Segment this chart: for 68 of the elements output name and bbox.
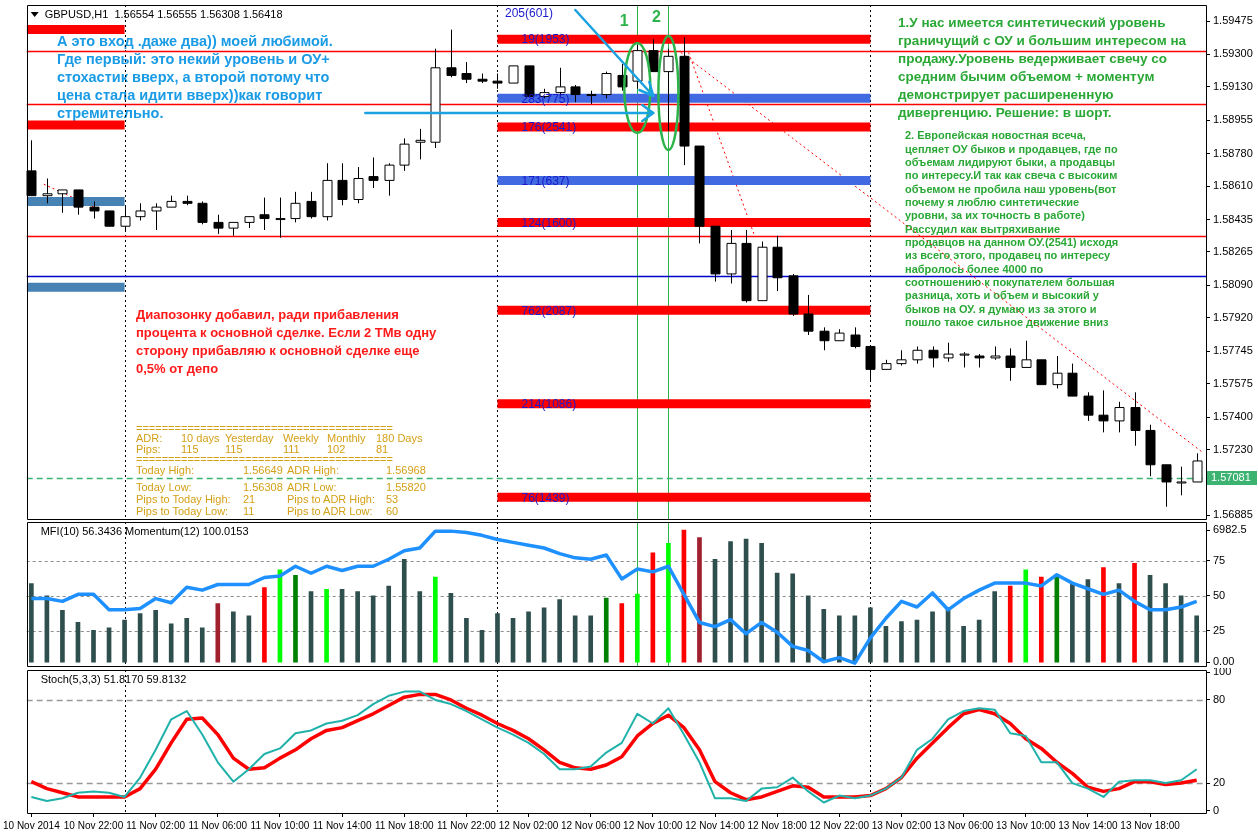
y-tick-label: 1.56885 xyxy=(1213,508,1253,521)
chart-title: GBPUSD,H1 1.56554 1.56555 1.56308 1.56418 xyxy=(44,8,283,21)
y-tick-label: 1.59300 xyxy=(1213,47,1253,60)
x-tick-label: 12 Nov 22:00 xyxy=(809,819,870,831)
x-tick-label: 12 Nov 02:00 xyxy=(498,819,559,831)
x-tick-label: 13 Nov 06:00 xyxy=(933,819,994,831)
y-tick-label: 1.57575 xyxy=(1213,376,1253,389)
x-tick-label: 11 Nov 14:00 xyxy=(312,819,372,831)
y-tick-label: 1.59475 xyxy=(1213,14,1253,27)
annotation: ======================================== xyxy=(136,422,393,434)
y-tick-label: 80 xyxy=(1213,692,1226,705)
y-tick-label: 1.57920 xyxy=(1213,310,1253,323)
y-tick-label: 1.57400 xyxy=(1213,410,1253,423)
text: Pips: 115 115 111 102 81 xyxy=(136,443,389,455)
text: Today High: 1.56649 ADR High: 1.56968 xyxy=(136,464,426,476)
y-tick-label: 1.57230 xyxy=(1213,442,1253,455)
series-label: 283(775) xyxy=(521,91,570,106)
y-tick-label: 20 xyxy=(1213,776,1226,789)
series-label: 124(1600) xyxy=(521,215,577,230)
x-tick-label: 12 Nov 14:00 xyxy=(685,819,746,831)
y-tick-label: 25 xyxy=(1213,623,1226,636)
annotation: 1 xyxy=(619,12,629,30)
series-label: 762(2087) xyxy=(521,303,577,318)
y2-tick-label: 6982.5 xyxy=(1213,522,1247,535)
series-label: 214(1086) xyxy=(521,397,577,412)
x-tick-label: 10 Nov 2014 xyxy=(3,819,61,831)
x-tick-label: 12 Nov 18:00 xyxy=(747,819,808,831)
x-tick-label: 11 Nov 02:00 xyxy=(126,819,186,831)
x-tick-label: 11 Nov 18:00 xyxy=(374,819,435,831)
y-tick-label: 1.57745 xyxy=(1213,344,1253,357)
ref-line-label: 1.57081 xyxy=(1211,471,1251,483)
y-tick-label: 1.58955 xyxy=(1213,113,1253,126)
annotation: 2 xyxy=(651,8,661,26)
chart-title: MFI(10) 56.3436 Momentum(12) 100.0153 xyxy=(40,525,249,538)
x-tick-label: 13 Nov 18:00 xyxy=(1120,819,1181,831)
x-tick-label: 13 Nov 10:00 xyxy=(996,819,1056,831)
y-tick-label: 75 xyxy=(1213,553,1226,566)
text: Pips to Today High: 21 Pips to ADR High: 53 xyxy=(136,493,399,505)
x-tick-label: 10 Nov 22:00 xyxy=(63,819,124,831)
x-tick-label: 11 Nov 22:00 xyxy=(437,819,497,831)
y2-tick-label: 0.00 xyxy=(1213,655,1235,668)
y-tick-label: 100 xyxy=(1213,665,1232,678)
x-tick-label: 11 Nov 10:00 xyxy=(250,819,310,831)
annotation: 205(601) xyxy=(505,6,554,20)
x-tick-label: 12 Nov 10:00 xyxy=(623,819,684,831)
x-tick-label: 12 Nov 06:00 xyxy=(560,819,621,831)
annotation: 1.У нас имеется синтетический уровень граничущий с ОУ и большим интересом на продажу.Уровень ведерживает свечу со средним бычим объемом + моментум демонстрирует расширененную дивергенцию. Решение: в шорт. xyxy=(898,14,1187,122)
y-tick-label: 1.58090 xyxy=(1213,278,1253,291)
series-label: 76(1439) xyxy=(521,490,570,505)
text: Today Low: 1.56308 ADR Low: 1.55820 xyxy=(136,481,426,493)
x-tick-label: 13 Nov 02:00 xyxy=(871,819,932,831)
text: Pips to Today Low: 11 Pips to ADR Low: 60 xyxy=(136,505,399,517)
chart-title: Stoch(5,3,3) 51.8170 59.8132 xyxy=(40,673,187,686)
series-label: 176(2541) xyxy=(521,120,577,135)
x-tick-label: 11 Nov 06:00 xyxy=(188,819,248,831)
y-tick-label: 0 xyxy=(1213,803,1220,816)
text: 2. Европейская новостная всеча, цепляет ОУ быков и продавцев, где по объемам лидируют быки, а продавцы по интересу.И так как свеча с высоким объемом не пробила наш уровень(вот почему я люблю синтетические уровни, за их точность в работе) Рассудил как вытряхивание продавцов на данном ОУ.(2541) исходя из всего этого, продавец по интересу набролось более 4000 по соотношению к покупателем большая разница, хоть и объем и высокий у быков на ОУ. я думаю из за этого и пошло такое сильное движение вниз xyxy=(905,129,1119,328)
series-label: 19(1953) xyxy=(521,32,570,47)
annotation: А это вход .даже два)) моей любимой. Где первый: это некий уровень и ОУ+ стохастик вверх, а второй потому что цена стала идити вверх))как говорит стремительно. xyxy=(57,32,333,122)
y-tick-label: 1.58780 xyxy=(1213,146,1253,159)
y-tick-label: 1.58265 xyxy=(1213,245,1253,258)
text: ADR: 10 days Yesterday Weekly Monthly 180 Days xyxy=(136,432,423,444)
y-tick-label: 50 xyxy=(1213,588,1226,601)
y-tick-label: 1.58610 xyxy=(1213,179,1253,192)
y-tick-label: 1.59130 xyxy=(1213,79,1253,92)
y-tick-label: 1.58435 xyxy=(1213,212,1253,225)
x-tick-label: 13 Nov 14:00 xyxy=(1058,819,1119,831)
annotation: Диапозонку добавил, ради прибавления процента к основной сделке. Если 2 ТМв одну сторону прибавляю к основной сделке еще 0,5% от депо xyxy=(136,306,437,378)
